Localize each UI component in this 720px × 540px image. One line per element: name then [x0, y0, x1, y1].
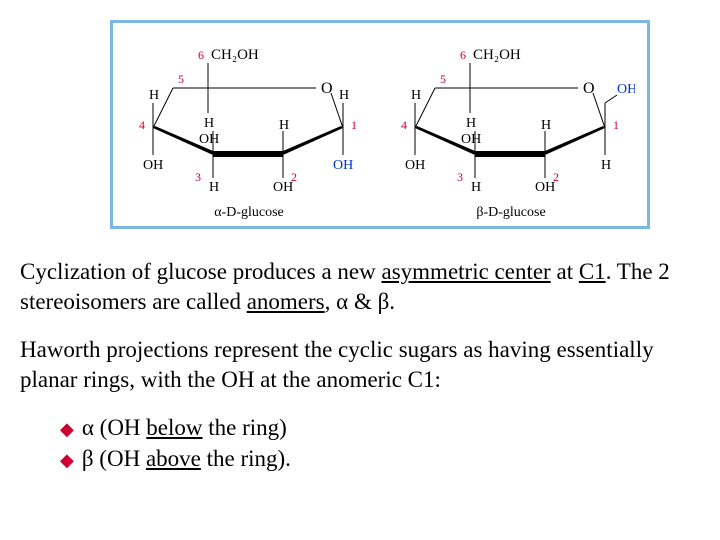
svg-text:H: H	[204, 116, 214, 131]
alpha-caption: α-D-glucose	[123, 205, 375, 221]
anomeric-oh-a: OH	[333, 158, 353, 173]
svg-text:3: 3	[457, 170, 463, 184]
svg-text:CH₂OH: CH₂OH	[473, 47, 521, 63]
ring-oxygen: O	[321, 80, 333, 97]
c1-num-a: 1	[351, 118, 357, 132]
bullet-list: ◆α (OH below the ring) ◆β (OH above the …	[20, 413, 700, 475]
c3-num-a: 3	[195, 170, 201, 184]
svg-text:5: 5	[440, 72, 446, 86]
para-1: Cyclization of glucose produces a new as…	[20, 257, 700, 317]
svg-text:OH: OH	[143, 158, 163, 173]
beta-svg: O CH₂OH 6 H 5 H OH 4 OH	[385, 33, 635, 203]
alpha-glucose: O CH₂OH 6 H 5 H OH 4	[123, 33, 375, 221]
anomers: anomers	[247, 289, 325, 314]
beta-glucose: O CH₂OH 6 H 5 H OH 4 OH	[385, 33, 637, 221]
alpha-svg: O CH₂OH 6 H 5 H OH 4	[123, 33, 373, 203]
diamond-icon: ◆	[60, 450, 74, 470]
svg-text:H: H	[411, 88, 421, 103]
anomeric-oh-b: OH	[617, 82, 635, 97]
c2-num-a: 2	[291, 170, 297, 184]
svg-text:H: H	[541, 118, 551, 133]
svg-text:H: H	[471, 180, 481, 195]
svg-text:OH: OH	[461, 132, 481, 147]
body-text: Cyclization of glucose produces a new as…	[20, 257, 700, 474]
svg-text:2: 2	[553, 170, 559, 184]
ch2oh-a: CH₂OH	[211, 47, 259, 63]
svg-text:1: 1	[613, 118, 619, 132]
svg-text:H: H	[339, 88, 349, 103]
structures-row: O CH₂OH 6 H 5 H OH 4	[123, 33, 637, 221]
svg-text:OH: OH	[199, 132, 219, 147]
svg-text:OH: OH	[405, 158, 425, 173]
svg-text:H: H	[601, 158, 611, 173]
diamond-icon: ◆	[60, 419, 74, 439]
svg-text:H: H	[466, 116, 476, 131]
svg-text:4: 4	[401, 118, 407, 132]
c5-num-a: 5	[178, 72, 184, 86]
svg-text:H: H	[149, 88, 159, 103]
c6-num-a: 6	[198, 48, 204, 62]
c1: C1	[579, 259, 606, 284]
svg-text:6: 6	[460, 48, 466, 62]
svg-text:H: H	[279, 118, 289, 133]
beta-caption: β-D-glucose	[385, 205, 637, 221]
para-2: Haworth projections represent the cyclic…	[20, 335, 700, 395]
asym-center: asymmetric center	[382, 259, 551, 284]
bullet-alpha: ◆α (OH below the ring)	[60, 413, 700, 443]
c4-num-a: 4	[139, 118, 145, 132]
svg-text:H: H	[209, 180, 219, 195]
haworth-figure: O CH₂OH 6 H 5 H OH 4	[110, 20, 650, 229]
bullet-beta: ◆β (OH above the ring).	[60, 444, 700, 474]
svg-text:O: O	[583, 80, 595, 97]
